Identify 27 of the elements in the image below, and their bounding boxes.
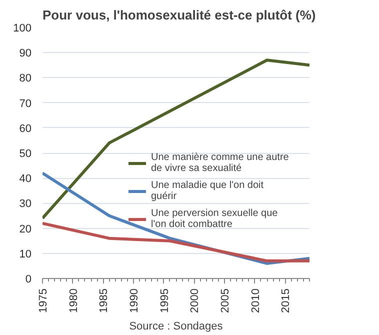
y-tick-label: 10 [19,248,32,260]
y-tick-label: 60 [19,122,32,135]
line-series [42,222,310,262]
y-tick-label: 100 [13,22,32,34]
y-tick-label: 20 [19,223,32,236]
legend-label: Une manière comme une autre de vivre sa sexualité [151,152,289,174]
x-tick-label: 1985 [98,288,110,313]
y-tick-label: 40 [19,173,32,186]
x-tick-label: 2010 [250,288,262,313]
y-tick-label: 30 [19,198,32,210]
y-tick-label: 80 [19,72,32,85]
y-tick-label: 90 [19,48,32,60]
x-tick-label: 2005 [220,288,232,313]
legend-label: Une maladie que l'on doit guérir [151,180,264,202]
y-tick-label: 70 [19,98,32,110]
x-tick-label: 1975 [38,288,50,313]
y-tick-label: 0 [25,274,32,286]
legend-label: Une perversion sexuelle que l'on doit combattre [151,208,278,230]
x-tick-label: 2000 [189,288,202,313]
x-tick-label: 1995 [158,288,171,313]
line-series [42,58,310,220]
y-tick-label: 50 [19,148,32,160]
x-tick-label: 1980 [68,288,80,313]
x-tick-label: 1990 [128,288,141,313]
x-tick-label: 2015 [280,288,292,313]
chart-title: Pour vous, l'homosexualité est-ce plutôt (%) [42,8,316,22]
source-note: Source : Sondages [129,320,224,332]
